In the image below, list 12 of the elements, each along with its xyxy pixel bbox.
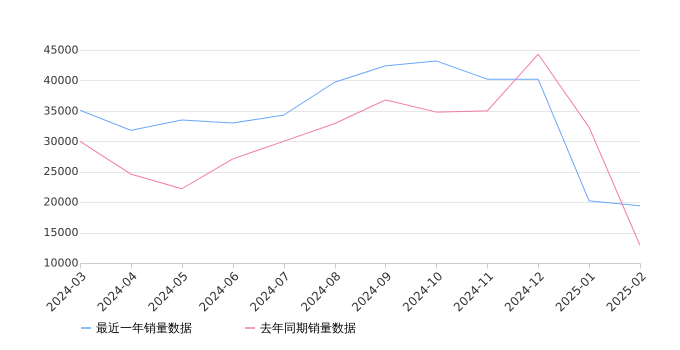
y-tick-label: 15000 (44, 226, 78, 240)
y-tick-label: 45000 (44, 44, 78, 56)
y-tick-label: 30000 (44, 134, 78, 148)
y-tick-label: 20000 (44, 196, 78, 209)
y-tick-label: 40000 (44, 74, 78, 87)
line-series (80, 60, 640, 206)
legend-label: 最近一年销量数据 (96, 321, 192, 335)
line-series (80, 54, 640, 246)
y-tick-label: 25000 (44, 165, 78, 178)
y-tick-label: 35000 (44, 104, 78, 118)
legend-label: 去年同期销量数据 (260, 321, 356, 335)
y-tick-label: 10000 (44, 256, 78, 270)
